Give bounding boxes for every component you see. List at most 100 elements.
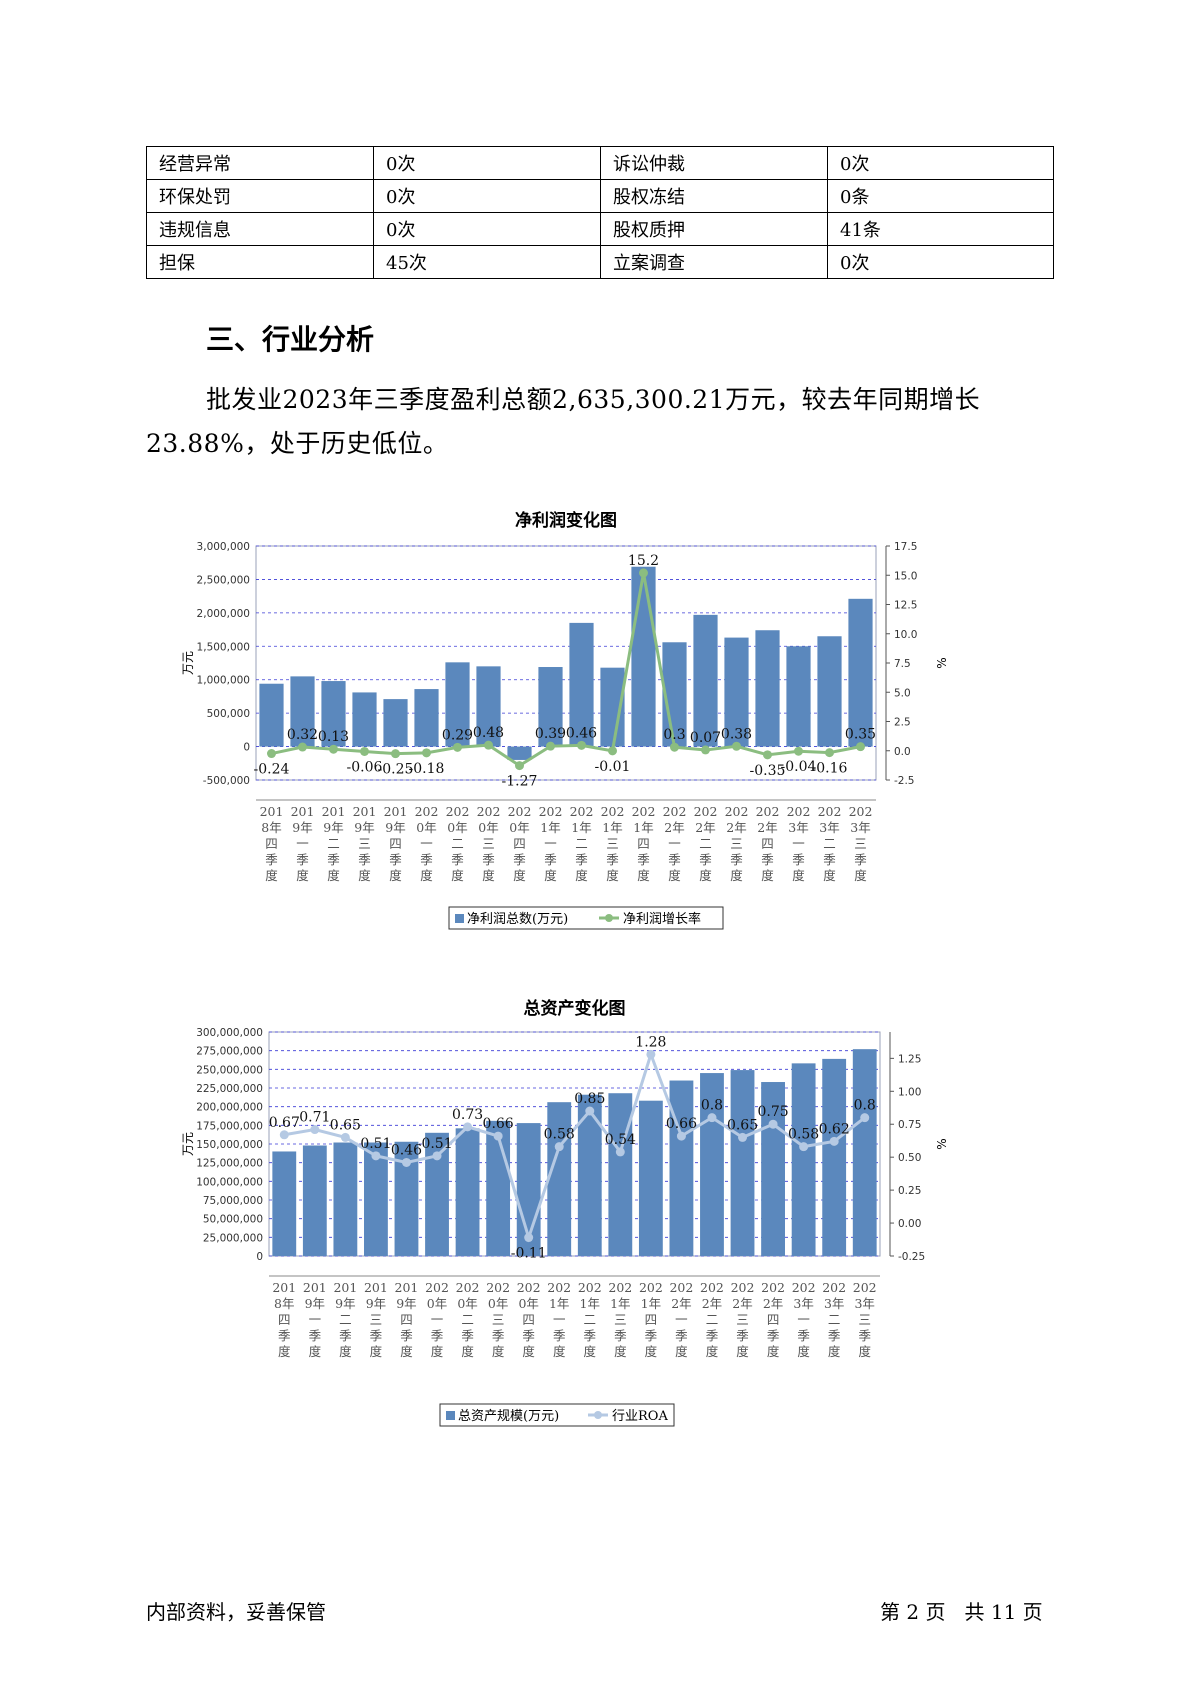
data-label: 0.51 — [360, 1136, 391, 1152]
line-point — [676, 1131, 686, 1141]
y2-tick-label: 0.50 — [898, 1152, 921, 1164]
data-label: 0.67 — [269, 1115, 300, 1131]
y-tick-label: 0 — [243, 742, 250, 754]
x-tick-label: 202 0年一季度 — [415, 804, 439, 883]
x-tick-label: 202 1年三季度 — [601, 804, 625, 883]
table-cell-value: 45次 — [373, 245, 601, 279]
chart-title: 总资产变化图 — [524, 998, 626, 1019]
x-tick-label: 201 9年一季度 — [291, 804, 315, 883]
y-tick-label: -500,000 — [203, 775, 250, 787]
data-label: 1.28 — [635, 1034, 666, 1050]
line-point — [763, 750, 772, 760]
bar — [425, 1132, 449, 1256]
data-label: -0.35 — [750, 763, 786, 779]
line-point — [732, 741, 741, 751]
line-point — [738, 1132, 748, 1142]
bar — [445, 662, 470, 747]
bar — [608, 1093, 633, 1256]
x-tick-label: 201 9年二季度 — [333, 1280, 357, 1359]
data-label: 0.3 — [663, 727, 685, 743]
bar — [822, 1058, 847, 1256]
data-label: 0.54 — [605, 1132, 636, 1148]
table-row: 违规信息 0次 股权质押 41条 — [146, 212, 1054, 246]
line-point — [432, 1151, 442, 1161]
line-point — [701, 745, 710, 755]
line-point — [794, 746, 803, 756]
bar — [755, 630, 780, 747]
line-point — [825, 748, 834, 758]
table-cell-label: 经营异常 — [146, 146, 374, 180]
y2-tick-label: 5.0 — [894, 687, 911, 699]
data-label: 0.46 — [391, 1142, 422, 1158]
data-label: -0.25 — [378, 762, 414, 778]
line-point — [493, 1131, 503, 1141]
bar — [569, 622, 594, 747]
x-tick-label: 202 0年四季度 — [508, 804, 532, 883]
data-label: 0.13 — [318, 729, 349, 745]
table-cell-label: 股权质押 — [600, 212, 828, 246]
bar — [631, 566, 656, 747]
line-point — [670, 742, 679, 752]
data-label: -0.24 — [254, 762, 290, 778]
table-cell-value: 0次 — [827, 245, 1054, 279]
y-tick-label: 25,000,000 — [203, 1232, 263, 1244]
data-label: -0.01 — [595, 759, 631, 775]
y-tick-label: 250,000,000 — [196, 1064, 263, 1076]
x-tick-label: 202 2年四季度 — [756, 804, 780, 883]
data-label: 0.07 — [690, 730, 721, 746]
x-tick-label: 201 8年四季度 — [260, 804, 284, 883]
y-tick-label: 500,000 — [207, 708, 250, 720]
line-point — [577, 740, 586, 750]
line-point — [340, 1132, 350, 1142]
line-point — [310, 1125, 320, 1135]
table-cell-label: 股权冻结 — [600, 179, 828, 213]
data-label: 0.66 — [483, 1116, 514, 1132]
data-label: 0.58 — [788, 1127, 819, 1143]
x-tick-label: 202 2年二季度 — [700, 1280, 724, 1359]
y2-tick-label: 0.0 — [894, 746, 911, 758]
table-cell-value: 0次 — [373, 212, 601, 246]
data-label: 0.46 — [566, 725, 597, 741]
table-cell-label: 立案调查 — [600, 245, 828, 279]
y2-tick-label: 17.5 — [894, 541, 917, 553]
data-label: 0.32 — [287, 727, 318, 743]
x-tick-label: 202 3年三季度 — [849, 804, 873, 883]
x-tick-label: 202 1年二季度 — [570, 804, 594, 883]
bar — [700, 1073, 724, 1256]
data-label: 0.65 — [330, 1117, 361, 1133]
y2-tick-label: 2.5 — [894, 717, 911, 729]
x-tick-label: 202 2年一季度 — [669, 1280, 693, 1359]
y-tick-label: 3,000,000 — [197, 541, 250, 553]
x-tick-label: 201 9年一季度 — [303, 1280, 327, 1359]
line-point — [768, 1119, 778, 1129]
y-tick-label: 225,000,000 — [196, 1083, 263, 1095]
line-point — [279, 1130, 289, 1140]
bar — [852, 1049, 877, 1256]
y-axis-label: 万元 — [181, 1132, 195, 1156]
line-point — [371, 1151, 381, 1161]
x-tick-label: 202 2年二季度 — [694, 804, 718, 883]
x-tick-label: 202 3年一季度 — [787, 804, 811, 883]
series-line — [284, 1049, 866, 1243]
line-point — [463, 1122, 473, 1132]
net-profit-chart-svg: 净利润变化图 3,000,000 2,500,000 2,000,000 1,500,0… — [181, 510, 949, 930]
series-line — [271, 572, 861, 768]
net-profit-chart: 净利润变化图 3,000,000 2,500,000 2,000,000 1,500,0… — [176, 494, 1036, 946]
x-tick-label: 202 3年二季度 — [822, 1280, 846, 1359]
y2-tick-label: 15.0 — [894, 570, 917, 582]
bar — [302, 1145, 327, 1256]
y2-tick-label: 0.75 — [898, 1119, 921, 1131]
bar — [638, 1100, 663, 1256]
x-tick-label: 202 1年四季度 — [632, 804, 656, 883]
x-tick-label: 202 3年二季度 — [818, 804, 842, 883]
bar — [364, 1142, 388, 1256]
bar — [693, 614, 718, 747]
line-point — [401, 1157, 411, 1167]
footer-confidential: 内部资料，妥善保管 — [146, 1600, 326, 1624]
y-tick-label: 200,000,000 — [196, 1102, 263, 1114]
line-point — [554, 1142, 564, 1152]
line-point — [856, 742, 865, 752]
y2-tick-label: 0.00 — [898, 1218, 921, 1230]
line-point — [329, 744, 338, 754]
y2-tick-label: 10.0 — [894, 629, 917, 641]
